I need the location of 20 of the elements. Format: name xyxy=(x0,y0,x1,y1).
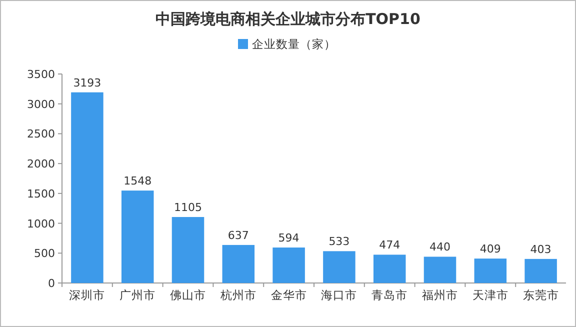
title: 中国跨境电商相关企业城市分布TOP10 xyxy=(156,10,420,28)
y-tick-label: 500 xyxy=(34,247,55,260)
data-label: 3193 xyxy=(73,76,102,90)
y-tick-label: 1000 xyxy=(27,217,55,230)
y-tick-label: 3500 xyxy=(27,68,55,81)
data-label: 440 xyxy=(430,240,450,254)
data-label: 1105 xyxy=(174,201,202,214)
data-label: 403 xyxy=(530,242,552,256)
y-tick-label: 2000 xyxy=(27,158,55,171)
data-label: 533 xyxy=(328,235,350,248)
legend: 企业数量（家） xyxy=(238,37,336,51)
data-label: 1548 xyxy=(124,174,152,188)
data-label: 594 xyxy=(278,232,300,245)
y-tick-label: 3000 xyxy=(27,98,55,111)
y-tick-label: 2500 xyxy=(27,128,55,141)
data-label: 409 xyxy=(480,242,501,256)
y-tick-label: 0 xyxy=(48,277,55,290)
data-label: 474 xyxy=(379,238,400,252)
data-label: 637 xyxy=(228,228,249,242)
y-tick-label: 1500 xyxy=(27,187,55,200)
